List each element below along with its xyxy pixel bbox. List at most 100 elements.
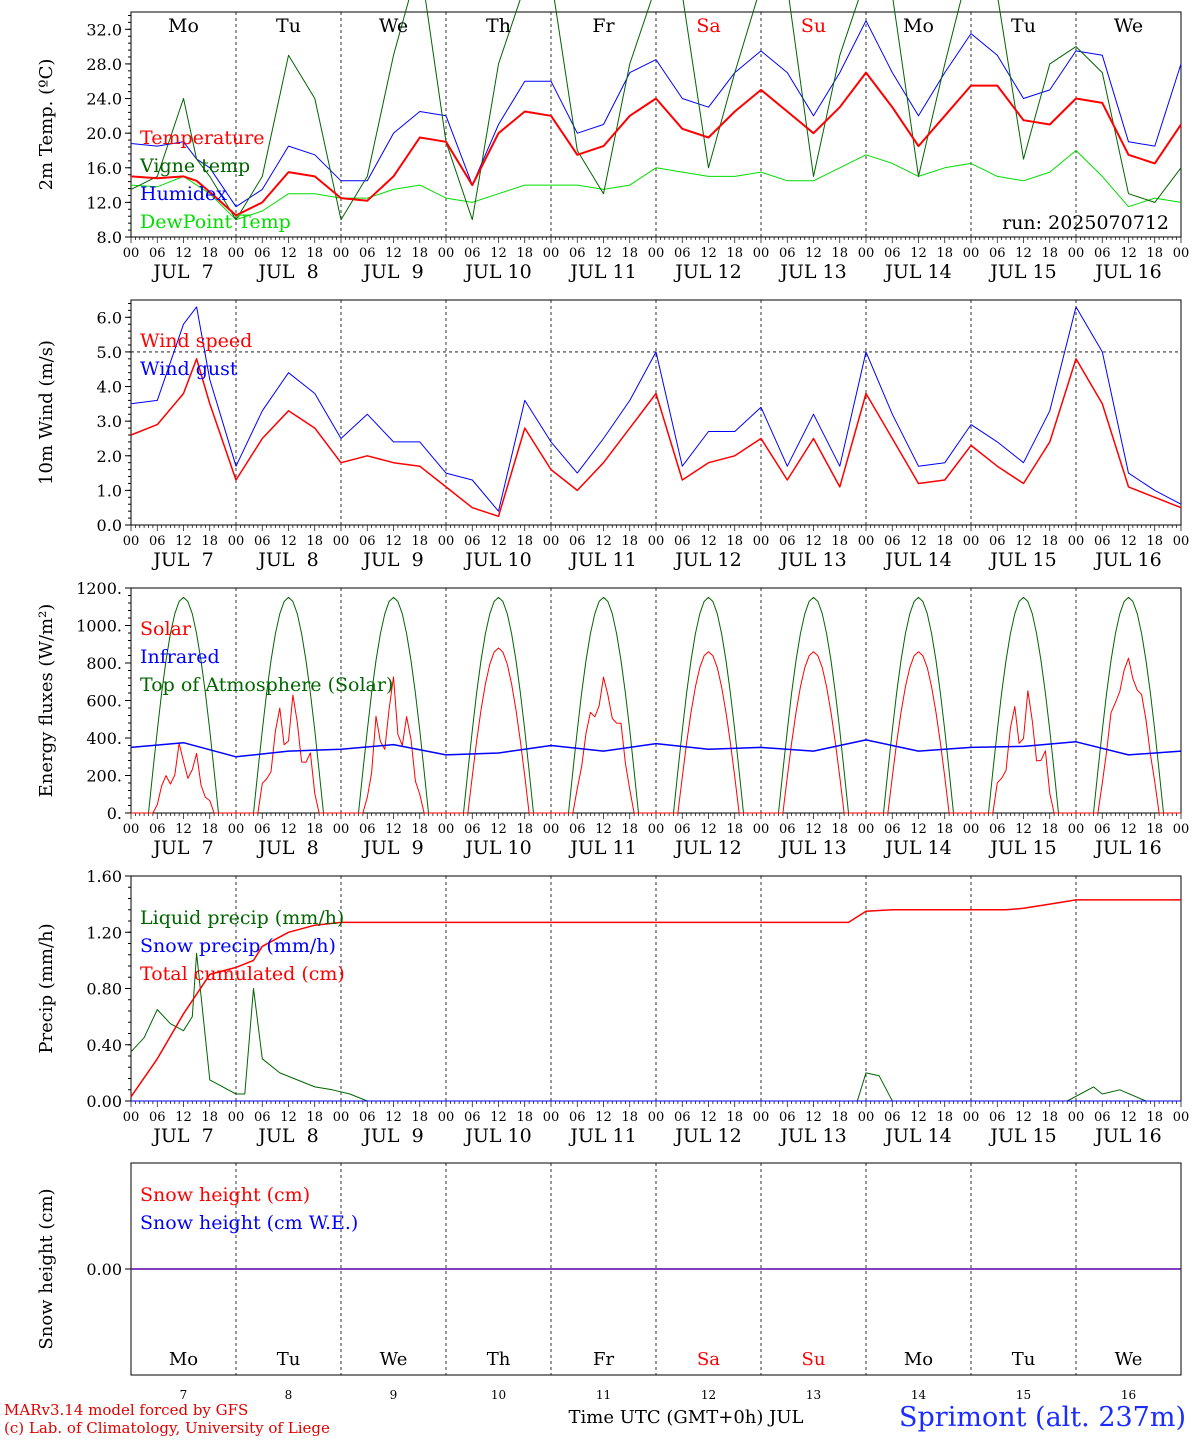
y-tick-label: 0.80 bbox=[86, 980, 122, 999]
legend-entry: Wind speed bbox=[140, 330, 252, 352]
weekday-label: Mo bbox=[169, 1349, 198, 1370]
x-hour-label: 18 bbox=[831, 534, 848, 549]
x-date-label: JUL 11 bbox=[568, 837, 636, 859]
x-hour-label: 00 bbox=[1068, 534, 1085, 549]
x-hour-label: 18 bbox=[411, 534, 428, 549]
x-hour-label: 12 bbox=[490, 822, 507, 837]
legend-entry: Liquid precip (mm/h) bbox=[140, 907, 344, 929]
x-hour-label: 00 bbox=[963, 534, 980, 549]
x-hour-label: 00 bbox=[648, 1110, 665, 1125]
x-hour-label: 00 bbox=[1068, 246, 1085, 261]
series-line-total-cumulated-cm- bbox=[130, 899, 1181, 1098]
x-hour-label: 00 bbox=[543, 246, 560, 261]
x-date-label: JUL 9 bbox=[361, 261, 423, 283]
x-hour-label: 18 bbox=[1146, 534, 1163, 549]
run-label: run: 2025070712 bbox=[1002, 212, 1169, 234]
x-date-label: JUL 14 bbox=[883, 261, 951, 283]
series-line-temperature bbox=[130, 71, 1182, 217]
x-hour-label: 00 bbox=[438, 1110, 455, 1125]
x-hour-label: 12 bbox=[1015, 534, 1032, 549]
weekday-label: Th bbox=[486, 15, 511, 37]
x-hour-label: 12 bbox=[700, 246, 717, 261]
x-date-label: JUL 10 bbox=[463, 1125, 531, 1147]
x-date-label: JUL 15 bbox=[988, 261, 1056, 283]
y-tick-label: 1.20 bbox=[86, 923, 122, 942]
panel-frame bbox=[130, 11, 1182, 238]
x-hour-label: 00 bbox=[123, 1110, 140, 1125]
x-date-label: JUL 11 bbox=[568, 261, 636, 283]
x-axis-label: Time UTC (GMT+0h) JUL bbox=[569, 1407, 804, 1428]
y-axis-label: 10m Wind (m/s) bbox=[36, 340, 57, 485]
y-tick-label: 1200. bbox=[76, 579, 122, 598]
x-hour-label: 12 bbox=[280, 1110, 297, 1125]
x-hour-label: 06 bbox=[989, 822, 1006, 837]
y-tick-label: 0.00 bbox=[86, 1092, 122, 1111]
x-hour-label: 06 bbox=[989, 534, 1006, 549]
x-hour-label: 00 bbox=[333, 822, 350, 837]
x-hour-label: 12 bbox=[175, 246, 192, 261]
legend-entry: Infrared bbox=[140, 646, 220, 668]
x-hour-label: 00 bbox=[648, 246, 665, 261]
legend-entry: Snow height (cm) bbox=[140, 1184, 310, 1206]
x-date-label: JUL 13 bbox=[778, 261, 846, 283]
x-hour-label: 06 bbox=[569, 1110, 586, 1125]
x-date-label: JUL 9 bbox=[361, 837, 423, 859]
x-hour-label: 12 bbox=[280, 534, 297, 549]
x-hour-label: 12 bbox=[1120, 246, 1137, 261]
x-hour-label: 06 bbox=[1094, 246, 1111, 261]
x-hour-label: 00 bbox=[648, 534, 665, 549]
weekday-label: Mo bbox=[903, 15, 934, 37]
x-hour-label: 12 bbox=[700, 1110, 717, 1125]
x-hour-label: 00 bbox=[333, 534, 350, 549]
weekday-label: Th bbox=[487, 1349, 511, 1370]
x-hour-label: 00 bbox=[228, 1110, 245, 1125]
x-hour-label: 00 bbox=[1173, 534, 1190, 549]
x-hour-label: 00 bbox=[228, 822, 245, 837]
x-hour-label: 18 bbox=[516, 246, 533, 261]
x-hour-label: 06 bbox=[884, 1110, 901, 1125]
x-hour-label: 06 bbox=[359, 246, 376, 261]
y-axis-label: Precip (mm/h) bbox=[36, 923, 57, 1053]
x-hour-label: 00 bbox=[753, 822, 770, 837]
x-hour-label: 00 bbox=[543, 534, 560, 549]
x-date-label: JUL 8 bbox=[256, 837, 318, 859]
x-date-label: JUL 14 bbox=[883, 1125, 951, 1147]
weekday-label: Su bbox=[802, 1349, 826, 1370]
y-tick-label: 2.0 bbox=[97, 447, 122, 466]
weekday-label: Fr bbox=[593, 1349, 614, 1370]
x-hour-label: 06 bbox=[254, 822, 271, 837]
x-hour-label: 18 bbox=[621, 246, 638, 261]
x-date-label: JUL 10 bbox=[463, 261, 531, 283]
x-hour-label: 12 bbox=[280, 822, 297, 837]
x-hour-label: 18 bbox=[726, 1110, 743, 1125]
series-line-wind-speed bbox=[130, 358, 1182, 518]
legend-entry: Temperature bbox=[140, 127, 264, 149]
x-hour-label: 00 bbox=[858, 534, 875, 549]
panel-2: 0.0 1.0 2.0 3.0 4.0 5.0 6.0 10m Wind (m/s) 00 06 1… bbox=[36, 299, 1190, 571]
y-tick-label: 32.0 bbox=[86, 20, 122, 39]
x-hour-label: 18 bbox=[306, 534, 323, 549]
x-date-label: JUL 12 bbox=[673, 261, 741, 283]
x-hour-label: 00 bbox=[438, 534, 455, 549]
x-hour-label: 18 bbox=[516, 534, 533, 549]
x-hour-label: 06 bbox=[1094, 822, 1111, 837]
weekday-label: We bbox=[379, 15, 408, 37]
weekday-label: We bbox=[380, 1349, 408, 1370]
legend-entry: DewPoint Temp bbox=[140, 211, 291, 233]
day-number-label: 9 bbox=[390, 1388, 398, 1402]
weekday-label: Tu bbox=[276, 15, 301, 37]
x-hour-label: 18 bbox=[936, 534, 953, 549]
y-tick-label: 800. bbox=[86, 654, 122, 673]
x-hour-label: 00 bbox=[123, 534, 140, 549]
x-hour-label: 06 bbox=[674, 534, 691, 549]
x-hour-label: 06 bbox=[989, 1110, 1006, 1125]
x-hour-label: 06 bbox=[254, 246, 271, 261]
x-hour-label: 06 bbox=[884, 246, 901, 261]
x-hour-label: 18 bbox=[831, 246, 848, 261]
x-hour-label: 00 bbox=[963, 822, 980, 837]
x-hour-label: 00 bbox=[858, 822, 875, 837]
x-date-label: JUL 12 bbox=[673, 549, 741, 571]
x-hour-label: 00 bbox=[753, 534, 770, 549]
x-hour-label: 00 bbox=[1173, 246, 1190, 261]
